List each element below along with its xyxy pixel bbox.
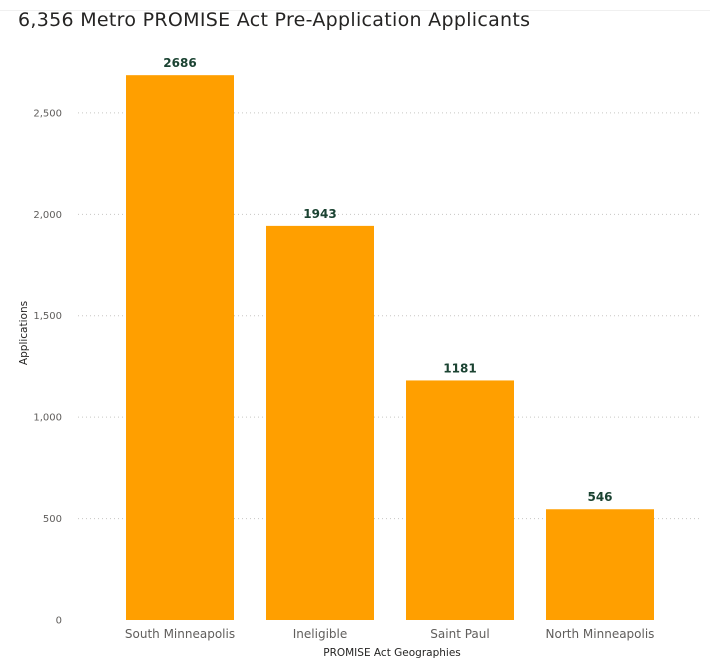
data-label: 1181 — [443, 361, 476, 375]
y-tick-label: 0 — [56, 616, 62, 627]
bar — [126, 75, 234, 621]
data-label: 546 — [587, 490, 612, 504]
y-tick-label: 1,000 — [33, 413, 62, 424]
y-axis-ticks: 0 500 1,000 1,500 2,000 2,500 — [33, 108, 62, 626]
bar — [266, 225, 374, 620]
bar — [546, 509, 654, 620]
x-category-label: North Minneapolis — [546, 627, 655, 641]
y-tick-label: 500 — [43, 514, 62, 525]
bars — [126, 75, 654, 621]
y-tick-label: 1,500 — [33, 311, 62, 322]
y-tick-label: 2,000 — [33, 210, 62, 221]
x-category-label: Saint Paul — [430, 627, 489, 641]
chart-title: 6,356 Metro PROMISE Act Pre-Application … — [18, 9, 531, 31]
y-axis-title: Applications — [18, 301, 30, 365]
data-labels: 2686 1943 1181 546 — [163, 56, 612, 504]
x-category-label: Ineligible — [293, 627, 347, 641]
x-axis-categories: South Minneapolis Ineligible Saint Paul Nor… — [125, 627, 655, 641]
bar — [406, 380, 514, 620]
data-label: 2686 — [163, 56, 196, 70]
x-category-label: South Minneapolis — [125, 627, 235, 641]
y-tick-label: 2,500 — [33, 108, 62, 119]
x-axis-title: PROMISE Act Geographies — [323, 647, 461, 659]
header-rule — [0, 0, 710, 11]
data-label: 1943 — [303, 207, 336, 221]
